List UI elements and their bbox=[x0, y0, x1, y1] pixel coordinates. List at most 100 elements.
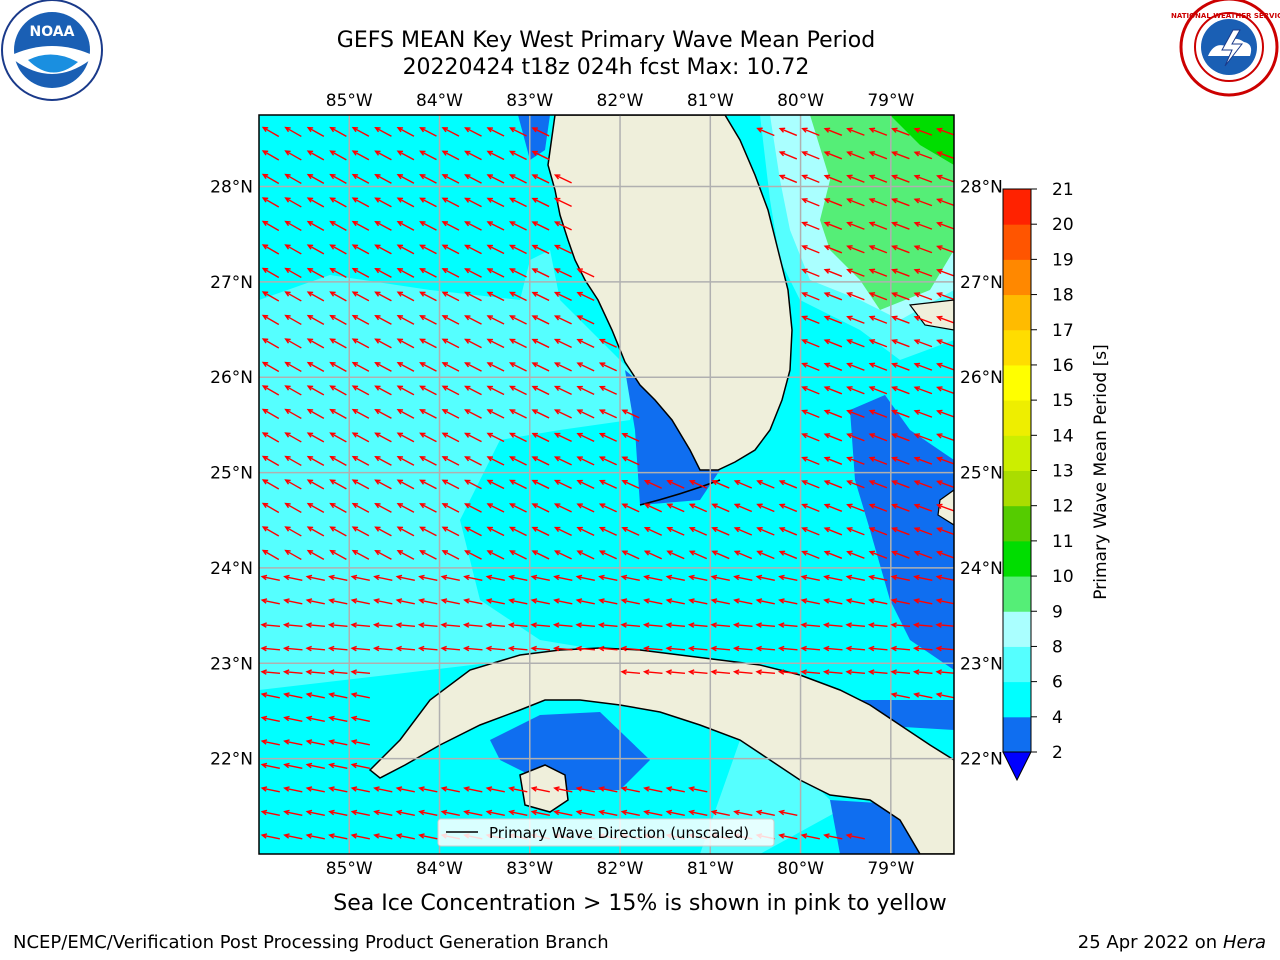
wave-arrow bbox=[352, 550, 370, 560]
wave-arrow bbox=[397, 456, 415, 466]
wave-arrow bbox=[375, 550, 392, 560]
wave-arrow bbox=[712, 810, 730, 817]
wave-arrow bbox=[869, 269, 888, 277]
wave-arrowhead bbox=[823, 339, 831, 345]
wave-arrow bbox=[420, 362, 437, 372]
wave-arrow bbox=[262, 502, 280, 514]
wave-arrow bbox=[420, 526, 437, 537]
wave-arrow bbox=[779, 647, 798, 651]
wave-arrow bbox=[329, 763, 348, 770]
sea-ice-note: Sea Ice Concentration > 15% is shown in … bbox=[333, 891, 947, 916]
wave-arrowhead bbox=[801, 503, 808, 509]
wave-arrow bbox=[285, 338, 302, 349]
wave-arrow bbox=[555, 174, 572, 184]
wave-arrow bbox=[869, 128, 888, 136]
wave-arrowhead bbox=[441, 174, 449, 180]
wave-arrowhead bbox=[913, 245, 921, 251]
wave-arrow bbox=[847, 504, 865, 512]
wave-arrowhead bbox=[485, 622, 492, 628]
wave-arrow bbox=[397, 599, 415, 605]
florida-landmass bbox=[547, 115, 793, 471]
wave-arrowhead bbox=[643, 786, 650, 792]
wave-arrow bbox=[487, 787, 505, 793]
wave-arrow bbox=[510, 150, 527, 161]
wave-arrow bbox=[892, 175, 910, 183]
wave-arrow bbox=[285, 361, 302, 373]
wave-arrowhead bbox=[801, 268, 808, 274]
wave-arrow bbox=[330, 526, 347, 537]
wave-arrow bbox=[622, 433, 640, 442]
wave-arrow bbox=[352, 599, 370, 605]
wave-arrowhead bbox=[374, 314, 381, 321]
wave-arrowhead bbox=[374, 526, 381, 532]
wave-arrow bbox=[420, 315, 437, 325]
wave-arrow bbox=[914, 527, 933, 536]
wave-arrowhead bbox=[464, 479, 471, 485]
wave-arrowhead bbox=[284, 173, 291, 180]
wave-arrowhead bbox=[464, 174, 471, 180]
wave-arrowhead bbox=[396, 432, 404, 438]
wave-arrow bbox=[599, 599, 618, 605]
wave-arrow bbox=[419, 834, 438, 840]
wave-arrowhead bbox=[508, 409, 516, 415]
wave-arrowhead bbox=[261, 479, 269, 485]
wave-arrowhead bbox=[441, 503, 449, 509]
wave-arrow bbox=[374, 810, 393, 817]
wave-arrow bbox=[487, 150, 505, 161]
wave-arrow bbox=[464, 575, 483, 582]
wave-arrow bbox=[892, 292, 910, 301]
wave-arrow bbox=[891, 624, 911, 627]
wave-arrow bbox=[487, 456, 505, 466]
wave-arrowhead bbox=[553, 315, 561, 321]
wave-arrow bbox=[937, 386, 954, 395]
wave-arrowhead bbox=[327, 669, 335, 675]
wave-arrowhead bbox=[373, 786, 380, 792]
wave-arrow bbox=[420, 432, 437, 443]
wave-arrow bbox=[487, 432, 505, 443]
wave-arrow bbox=[532, 127, 550, 137]
wave-arrowhead bbox=[417, 645, 425, 652]
wave-arrowhead bbox=[868, 315, 876, 321]
wave-arrow bbox=[420, 174, 437, 184]
wave-arrow bbox=[824, 575, 843, 582]
wave-arrow bbox=[329, 624, 348, 627]
wave-arrowhead bbox=[665, 669, 672, 675]
wave-arrowhead bbox=[374, 173, 381, 180]
wave-arrow bbox=[914, 339, 933, 348]
wave-arrow bbox=[329, 647, 348, 651]
wave-arrow bbox=[307, 763, 325, 770]
wave-arrowhead bbox=[530, 598, 538, 604]
wave-arrow bbox=[847, 433, 865, 442]
wave-arrow bbox=[869, 386, 888, 395]
wave-arrow bbox=[734, 810, 753, 817]
wave-arrow bbox=[420, 409, 437, 419]
wave-arrow bbox=[442, 526, 460, 537]
wave-arrow bbox=[779, 503, 798, 513]
wave-arrow bbox=[577, 433, 595, 442]
wave-arrow bbox=[555, 362, 572, 372]
wave-arrowhead bbox=[620, 598, 628, 604]
wave-arrowhead bbox=[800, 645, 807, 652]
wave-arrowhead bbox=[846, 315, 853, 321]
wave-arrowhead bbox=[575, 598, 583, 604]
wave-arrow bbox=[420, 197, 437, 208]
wave-arrowhead bbox=[642, 645, 650, 652]
wave-arrowhead bbox=[710, 645, 717, 652]
wave-arrow bbox=[937, 339, 954, 348]
wave-arrowhead bbox=[284, 220, 291, 227]
wave-arrow bbox=[802, 599, 820, 605]
wave-arrowhead bbox=[800, 622, 807, 628]
wave-arrow bbox=[622, 787, 640, 793]
wave-arrowhead bbox=[508, 479, 516, 485]
wave-arrow bbox=[802, 245, 820, 254]
wave-arrow bbox=[261, 671, 281, 674]
wave-arrowhead bbox=[306, 173, 314, 180]
wave-arrow bbox=[621, 624, 641, 627]
wave-arrow bbox=[329, 693, 348, 699]
wave-arrow bbox=[442, 479, 460, 490]
colorbar: 2 4 6 8 9 10 11 12 13 14 15 16 17 18 19 20 21 bbox=[1002, 180, 1074, 782]
wave-arrow bbox=[532, 599, 550, 605]
colorbar-segment bbox=[1003, 364, 1031, 401]
wave-arrowhead bbox=[643, 503, 651, 509]
wave-arrow bbox=[689, 810, 708, 817]
